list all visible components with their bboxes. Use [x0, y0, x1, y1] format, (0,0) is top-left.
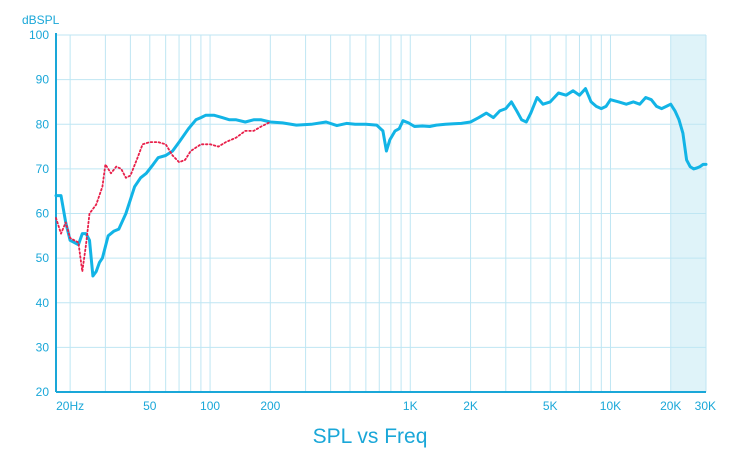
y-tick-label: 80 — [36, 117, 50, 131]
x-tick-label: 5K — [543, 399, 558, 413]
series-lines — [54, 87, 708, 278]
x-tick-label: 1K — [403, 399, 418, 413]
x-tick-label: 20Hz — [56, 399, 84, 413]
x-tick-label: 10K — [600, 399, 621, 413]
y-tick-label: 30 — [36, 340, 50, 354]
x-tick-label: 30K — [695, 399, 716, 413]
y-tick-label: 50 — [36, 251, 50, 265]
x-tick-labels: 20Hz 50 100 200 1K 2K 5K 10K 20K 30K — [56, 399, 716, 413]
y-tick-label: 40 — [36, 296, 50, 310]
x-tick-label: 200 — [260, 399, 280, 413]
grid-lines — [56, 34, 707, 393]
y-tick-label: 100 — [29, 28, 49, 42]
x-tick-label: 2K — [463, 399, 478, 413]
y-axis-title: dBSPL — [22, 13, 60, 27]
x-tick-label: 100 — [200, 399, 220, 413]
series-line-solid — [54, 87, 708, 278]
x-tick-label: 20K — [660, 399, 681, 413]
y-tick-label: 20 — [36, 385, 50, 399]
y-tick-label: 90 — [36, 73, 50, 87]
chart-title: SPL vs Freq — [312, 425, 428, 448]
series-line-dotted — [55, 121, 272, 273]
y-tick-label: 70 — [36, 162, 50, 176]
y-tick-labels: 20 30 40 50 60 70 80 90 100 — [29, 28, 49, 399]
x-tick-label: 50 — [143, 399, 157, 413]
y-tick-label: 60 — [36, 207, 50, 221]
